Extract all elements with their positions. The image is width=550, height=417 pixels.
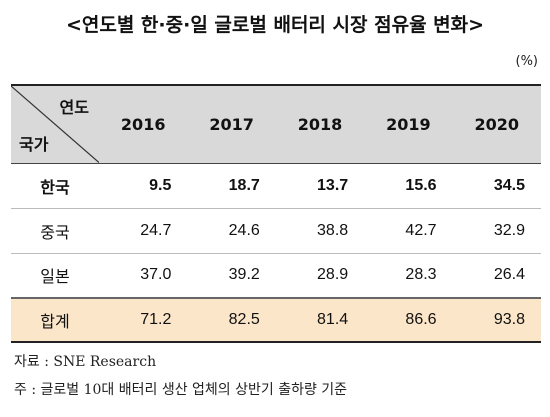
year-header: 2017 [187, 84, 276, 164]
corner-country-label: 국가 [19, 134, 49, 154]
value-cell: 28.9 [275, 253, 365, 299]
table-row-china: 중국 24.7 24.6 38.8 42.7 32.9 [11, 208, 541, 254]
table-row-japan: 일본 37.0 39.2 28.9 28.3 26.4 [11, 253, 541, 299]
value-cell: 81.4 [275, 297, 365, 343]
value-cell: 24.6 [187, 208, 276, 254]
diagonal-divider [11, 86, 99, 163]
value-cell: 42.7 [364, 208, 453, 254]
value-cell: 13.7 [275, 163, 365, 209]
table-row-total: 합계 71.2 82.5 81.4 86.6 93.8 [11, 297, 541, 343]
market-share-table: 연도 국가 2016 2017 2018 2019 2020 한국 9.5 18… [11, 84, 541, 343]
value-cell: 9.5 [99, 163, 188, 209]
table-row-korea: 한국 9.5 18.7 13.7 15.6 34.5 [11, 163, 541, 209]
unit-label: (%) [515, 54, 539, 69]
country-cell: 중국 [11, 208, 99, 254]
corner-cell: 연도 국가 [11, 84, 99, 164]
footnote: 주 : 글로벌 10대 배터리 생산 업체의 상반기 출하량 기준 [14, 382, 348, 398]
value-cell: 38.8 [275, 208, 365, 254]
source-note: 자료 : SNE Research [14, 354, 157, 370]
year-header: 2020 [452, 84, 541, 164]
page-title: <연도별 한·중·일 글로벌 배터리 시장 점유율 변화> [65, 14, 485, 36]
corner-year-label: 연도 [59, 98, 89, 117]
country-cell: 한국 [11, 163, 99, 209]
year-header: 2018 [275, 84, 365, 164]
value-cell: 32.9 [452, 208, 541, 254]
header-row: 연도 국가 2016 2017 2018 2019 2020 [11, 84, 541, 164]
value-cell: 26.4 [452, 253, 541, 299]
value-cell: 34.5 [452, 163, 541, 209]
value-cell: 39.2 [187, 253, 276, 299]
year-header: 2016 [99, 84, 188, 164]
value-cell: 24.7 [99, 208, 188, 254]
value-cell: 15.6 [364, 163, 453, 209]
value-cell: 93.8 [452, 297, 541, 343]
value-cell: 71.2 [99, 297, 188, 343]
value-cell: 86.6 [364, 297, 453, 343]
value-cell: 82.5 [187, 297, 276, 343]
value-cell: 28.3 [364, 253, 453, 299]
country-cell: 합계 [11, 297, 99, 343]
year-header: 2019 [364, 84, 453, 164]
country-cell: 일본 [11, 253, 99, 299]
value-cell: 18.7 [187, 163, 276, 209]
value-cell: 37.0 [99, 253, 188, 299]
